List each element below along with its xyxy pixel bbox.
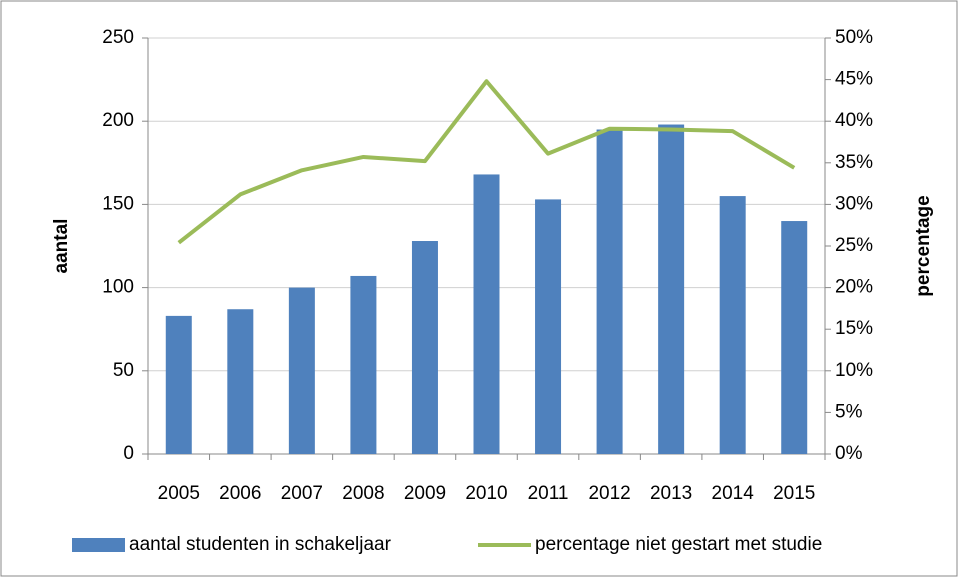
x-tick-label: 2013 <box>650 483 692 504</box>
y2-tick-label: 50% <box>835 27 873 48</box>
x-tick-label: 2011 <box>528 483 569 504</box>
x-tick-label: 2008 <box>342 483 384 504</box>
y2-tick-label: 5% <box>835 401 863 422</box>
bar <box>350 275 377 454</box>
legend-label: percentage niet gestart met studie <box>535 534 822 555</box>
x-tick-label: 2007 <box>281 483 323 504</box>
y2-tick-label: 35% <box>835 152 873 173</box>
legend-swatch <box>72 538 125 552</box>
bar <box>719 196 746 454</box>
y-tick-label: 200 <box>102 110 134 131</box>
y2-tick-label: 40% <box>835 110 873 131</box>
y2-axis-label: percentage <box>913 195 934 296</box>
y2-tick-label: 15% <box>835 318 873 339</box>
y-tick-label: 150 <box>102 193 134 214</box>
y-tick-label: 250 <box>102 27 134 48</box>
x-tick-label: 2006 <box>219 483 261 504</box>
y2-tick-label: 45% <box>835 69 873 90</box>
y-axis-label: aantal <box>51 219 72 274</box>
legend-label: aantal studenten in schakeljaar <box>129 534 392 555</box>
y2-tick-label: 30% <box>835 193 873 214</box>
line <box>177 79 796 245</box>
bar <box>411 241 438 454</box>
x-tick-label: 2005 <box>158 483 200 504</box>
bar <box>165 315 192 454</box>
y-tick-label: 100 <box>102 277 134 298</box>
bar <box>535 199 562 454</box>
y2-tick-label: 20% <box>835 277 873 298</box>
bar <box>227 309 254 454</box>
y2-tick-label: 0% <box>835 443 863 464</box>
x-tick-label: 2015 <box>773 483 815 504</box>
bar <box>473 174 500 454</box>
bar <box>596 129 623 454</box>
y2-tick-label: 25% <box>835 235 873 256</box>
y-tick-label: 50 <box>113 360 134 381</box>
x-tick-label: 2012 <box>588 483 630 504</box>
y-tick-label: 0 <box>123 443 134 464</box>
x-tick-label: 2014 <box>712 483 755 504</box>
bar <box>658 124 685 454</box>
y2-tick-label: 10% <box>835 360 873 381</box>
bar <box>288 287 315 454</box>
bar <box>781 221 808 454</box>
x-tick-label: 2010 <box>465 483 507 504</box>
x-tick-label: 2009 <box>404 483 446 504</box>
